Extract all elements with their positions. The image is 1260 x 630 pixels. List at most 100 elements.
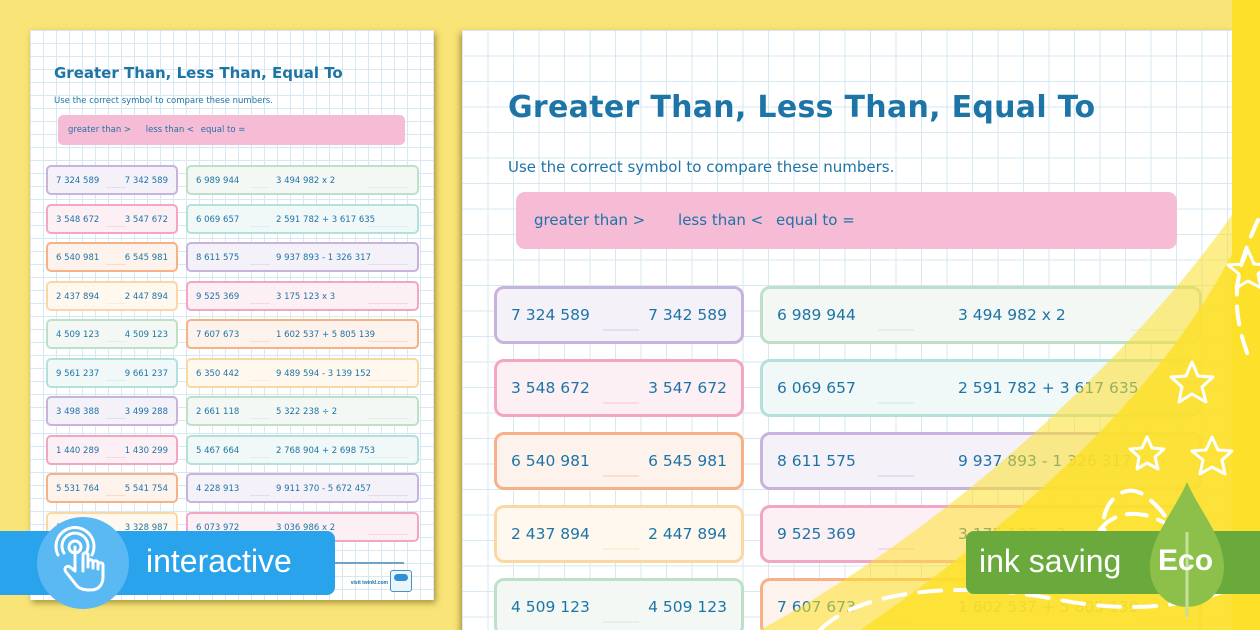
answer-blank-extra[interactable] <box>368 264 408 265</box>
answer-blank[interactable] <box>250 495 270 496</box>
answer-blank[interactable] <box>106 341 126 342</box>
worksheet-instruction: Use the correct symbol to compare these … <box>508 158 895 176</box>
answer-blank-extra[interactable] <box>1131 475 1191 477</box>
legend-greater: greater than > <box>68 125 132 135</box>
value-b: 6 545 981 <box>648 452 727 470</box>
answer-blank-extra[interactable] <box>368 456 408 458</box>
comparison-card-left: 3 548 672 3 547 672 <box>46 203 178 234</box>
worksheet-preview-small: Greater Than, Less Than, Equal To Use th… <box>30 30 434 600</box>
answer-blank[interactable] <box>878 475 914 477</box>
comparison-card-right: 6 989 944 3 494 982 x 2 <box>186 165 419 195</box>
comparison-card-right: 8 611 575 9 937 893 - 1 326 317 <box>760 432 1202 490</box>
answer-blank-extra[interactable] <box>1131 402 1191 404</box>
answer-blank-extra[interactable] <box>1131 329 1191 331</box>
comparison-card-right: 7 607 673 1 602 537 + 5 805 139 <box>186 319 419 349</box>
answer-blank[interactable] <box>250 264 270 265</box>
answer-blank-extra[interactable] <box>368 302 408 304</box>
value-b: 1 602 537 + 5 805 139 <box>276 330 376 340</box>
answer-blank[interactable] <box>106 302 126 304</box>
answer-blank-extra[interactable] <box>368 225 408 227</box>
answer-blank[interactable] <box>250 341 270 342</box>
answer-blank[interactable] <box>250 456 270 458</box>
answer-blank[interactable] <box>878 548 914 550</box>
value-a: 6 989 944 <box>196 176 240 186</box>
answer-blank-extra[interactable] <box>368 533 408 535</box>
answer-blank[interactable] <box>106 495 126 496</box>
answer-blank-extra[interactable] <box>368 379 408 381</box>
legend-less: less than < <box>145 125 195 135</box>
value-b: 2 768 904 + 2 698 753 <box>276 445 376 456</box>
comparison-card-right: 6 989 944 3 494 982 x 2 <box>760 286 1202 344</box>
value-b: 2 591 782 + 3 617 635 <box>958 379 1139 397</box>
value-b: 9 911 370 - 5 672 457 <box>276 484 371 494</box>
value-a: 2 437 894 <box>511 525 590 543</box>
interactive-label: interactive <box>146 543 292 579</box>
value-a: 6 073 972 <box>196 522 240 533</box>
value-b: 4 509 123 <box>648 598 727 616</box>
answer-blank[interactable] <box>603 548 639 550</box>
comparison-card-right: 6 069 657 2 591 782 + 3 617 635 <box>186 203 419 234</box>
value-b: 7 342 589 <box>124 176 168 186</box>
comparison-card-left: 2 437 894 2 447 894 <box>494 505 744 563</box>
answer-blank[interactable] <box>106 418 126 419</box>
leaf-icon <box>1150 482 1224 617</box>
value-b: 6 545 981 <box>124 253 168 263</box>
answer-blank[interactable] <box>250 302 270 304</box>
answer-blank[interactable] <box>878 621 914 623</box>
answer-blank[interactable] <box>603 475 639 477</box>
value-b: 3 494 982 x 2 <box>958 306 1066 324</box>
comparison-card-left: 4 509 123 4 509 123 <box>494 578 744 630</box>
answer-blank-extra[interactable] <box>368 341 408 342</box>
answer-blank[interactable] <box>106 264 126 265</box>
answer-blank[interactable] <box>106 379 126 381</box>
answer-blank-extra[interactable] <box>1131 621 1191 623</box>
value-b: 1 430 299 <box>124 445 168 456</box>
value-b: 2 591 782 + 3 617 635 <box>276 214 376 225</box>
legend-greater: greater than > <box>534 211 646 229</box>
eco-label: Eco <box>1158 544 1214 577</box>
value-b: 7 342 589 <box>648 306 727 324</box>
answer-blank[interactable] <box>878 329 914 331</box>
comparison-card-left: 7 324 589 7 342 589 <box>46 165 178 195</box>
value-b: 3 175 123 x 3 <box>276 291 336 302</box>
comparison-card-left: 3 548 672 3 547 672 <box>494 359 744 417</box>
answer-blank[interactable] <box>250 187 270 188</box>
value-b: 9 489 594 - 3 139 152 <box>276 368 371 379</box>
value-a: 5 531 764 <box>56 484 100 494</box>
comparison-card-right: 6 350 442 9 489 594 - 3 139 152 <box>186 357 419 388</box>
comparison-card-right: 2 661 118 5 322 238 ÷ 2 <box>186 396 419 426</box>
comparison-card-left: 6 540 981 6 545 981 <box>46 242 178 272</box>
value-a: 3 498 388 <box>56 407 100 417</box>
answer-blank[interactable] <box>106 225 126 227</box>
value-a: 9 525 369 <box>196 291 240 302</box>
answer-blank[interactable] <box>603 621 639 623</box>
answer-blank[interactable] <box>250 379 270 381</box>
answer-blank[interactable] <box>250 418 270 419</box>
value-a: 7 324 589 <box>56 176 100 186</box>
legend-equal: equal to = <box>776 211 855 229</box>
answer-blank-extra[interactable] <box>368 495 408 496</box>
value-a: 3 548 672 <box>511 379 590 397</box>
value-b: 9 661 237 <box>124 368 168 379</box>
answer-blank[interactable] <box>603 329 639 331</box>
answer-blank[interactable] <box>878 402 914 404</box>
answer-blank[interactable] <box>603 402 639 404</box>
value-a: 9 525 369 <box>777 525 856 543</box>
comparison-card-right: 4 228 913 9 911 370 - 5 672 457 <box>186 473 419 503</box>
value-b: 3 547 672 <box>124 214 168 225</box>
twinkl-quality-badge-icon <box>390 570 412 592</box>
symbol-legend: greater than > less than < equal to = <box>516 192 1177 249</box>
value-b: 5 322 238 ÷ 2 <box>276 407 338 417</box>
answer-blank[interactable] <box>106 187 126 188</box>
comparison-card-right: 8 611 575 9 937 893 - 1 326 317 <box>186 242 419 272</box>
answer-blank[interactable] <box>106 456 126 458</box>
answer-blank-extra[interactable] <box>368 418 408 419</box>
worksheet-instruction-small: Use the correct symbol to compare these … <box>54 96 273 106</box>
answer-blank[interactable] <box>250 225 270 227</box>
value-a: 4 509 123 <box>56 330 100 340</box>
legend-less: less than < <box>678 211 764 229</box>
comparison-card-left: 6 540 981 6 545 981 <box>494 432 744 490</box>
value-b: 4 509 123 <box>124 330 168 340</box>
value-a: 1 440 289 <box>56 445 100 456</box>
answer-blank-extra[interactable] <box>368 187 408 188</box>
